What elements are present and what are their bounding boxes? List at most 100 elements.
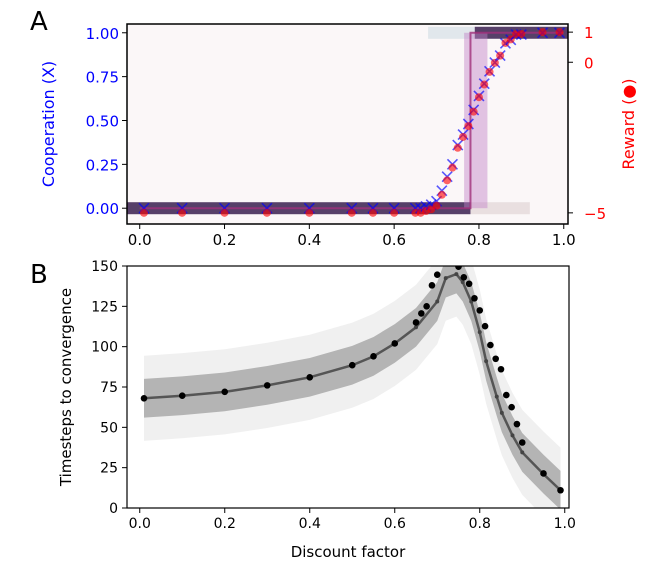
reward-marker [368, 208, 377, 217]
y-axis-label: Cooperation (X) [39, 61, 58, 187]
observed-point [503, 391, 510, 399]
observed-point [460, 273, 468, 281]
panel-b-letter: B [30, 260, 48, 290]
plot-background [127, 24, 568, 224]
reward-marker [538, 28, 547, 37]
y-tick-label: 100 [91, 340, 118, 356]
cooperation-density-fade-high [428, 26, 475, 39]
x-tick-label: 1.0 [554, 516, 576, 532]
mean-line-point [460, 280, 465, 285]
mean-line-point [494, 394, 499, 399]
y-tick-label: 25 [100, 461, 118, 477]
mean-confidence-band [144, 266, 561, 508]
observed-point [140, 394, 148, 402]
x-tick-label: 0.8 [469, 516, 491, 532]
reward-marker [347, 208, 356, 217]
x-tick-label: 1.0 [552, 231, 576, 249]
x-tick-label: 0.4 [297, 231, 321, 249]
observed-point [423, 303, 430, 310]
observed-point [433, 271, 441, 279]
x-tick-label: 0.4 [299, 516, 321, 532]
observed-point [497, 365, 505, 373]
reward-marker [496, 51, 505, 60]
observed-point [540, 470, 547, 477]
y-tick-label: 75 [100, 380, 118, 396]
reward-marker [555, 28, 564, 37]
observed-point [487, 341, 494, 349]
mean-line-point [443, 276, 448, 281]
panel-a-letter: A [30, 7, 48, 37]
cooperation-density-fade-low [470, 202, 530, 215]
reward-marker [262, 208, 271, 217]
panel-b: 0.0 0.2 0.4 0.6 0.8 1.0 0 25 50 75 100 125 150 Discou… [57, 259, 576, 561]
y-tick-label: 150 [91, 259, 118, 275]
plot-frame [126, 23, 569, 225]
observed-point [263, 382, 271, 389]
mean-line-point [454, 272, 459, 277]
y-right-tick-label: −5 [584, 205, 606, 223]
x-tick-label: 0.8 [467, 231, 491, 249]
y-tick-label: 0.75 [86, 69, 119, 87]
reward-marker [459, 132, 468, 141]
y-right-axis-label: Reward (●) [619, 78, 638, 169]
x-tick-label: 0.6 [382, 231, 406, 249]
step-confidence-band [464, 32, 488, 209]
y-tick-label: 125 [91, 299, 118, 315]
observed-point [306, 374, 314, 381]
observed-point [370, 353, 377, 360]
y-tick-label: 50 [100, 420, 118, 436]
y-tick-label: 0 [109, 501, 118, 517]
y-right-tick-label: 1 [584, 24, 594, 42]
plot-area [140, 266, 564, 508]
x-tick-label: 0.0 [128, 231, 152, 249]
mean-line-point [520, 450, 525, 455]
reward-marker [448, 163, 457, 172]
observed-point [465, 280, 473, 288]
observed-point [178, 392, 186, 400]
reward-marker [432, 201, 441, 210]
reward-marker [480, 80, 489, 89]
observed-point [557, 486, 564, 494]
observed-point [428, 282, 436, 289]
y-right-tick-label: 0 [584, 54, 594, 72]
reward-marker [220, 208, 229, 217]
y-axis-label: Timesteps to convergence [57, 288, 75, 487]
y-tick-label: 0.50 [86, 112, 119, 130]
reward-marker [443, 176, 452, 185]
observed-point [348, 361, 356, 369]
reward-marker [490, 58, 499, 67]
y-tick-label: 0.25 [86, 156, 119, 174]
observed-point [455, 266, 462, 270]
mean-line-point [435, 299, 440, 304]
observed-point [221, 388, 229, 396]
density-halo [144, 266, 561, 508]
reward-marker [517, 29, 526, 38]
mean-line-point [499, 410, 504, 415]
observed-point [471, 294, 478, 302]
observed-point [391, 340, 399, 347]
reward-marker [474, 93, 483, 102]
reward-marker [464, 122, 473, 131]
observed-point [412, 319, 420, 326]
x-tick-label: 0.0 [129, 516, 151, 532]
mean-line-point [510, 433, 515, 438]
reward-marker [390, 208, 399, 217]
reward-marker [178, 208, 187, 217]
y-tick-label: 1.00 [86, 25, 119, 43]
x-axis-label: Discount factor [291, 543, 406, 561]
reward-marker [437, 190, 446, 199]
observed-point [518, 439, 526, 446]
mean-line-point [477, 330, 482, 335]
x-tick-label: 0.2 [213, 231, 237, 249]
mean-line-point [414, 325, 418, 330]
observed-point [476, 307, 484, 314]
observed-point [513, 420, 521, 428]
mean-line-point [484, 359, 489, 364]
panel-a: 0.0 0.2 0.4 0.6 0.8 1.0 0.00 0.25 0.50 0.75 1.00 1 0… [39, 23, 638, 249]
observed-point [481, 322, 489, 330]
observed-point [508, 403, 515, 411]
observed-point [492, 355, 499, 363]
reward-marker [139, 208, 148, 217]
x-tick-label: 0.6 [384, 516, 406, 532]
